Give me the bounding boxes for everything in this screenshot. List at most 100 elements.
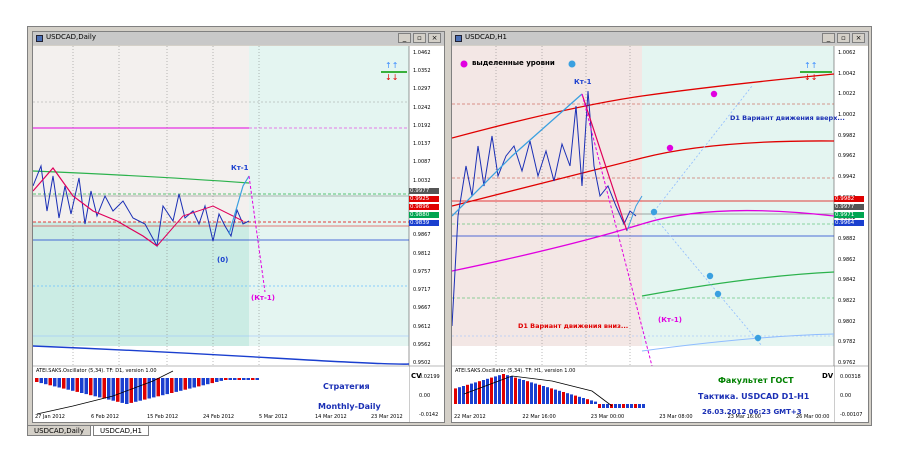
tab-usdcad-daily[interactable]: USDCAD,Daily [27, 425, 91, 436]
oscillator-bar [550, 388, 553, 404]
price-label: 0.9971 [834, 212, 864, 218]
date-tick: 6 Feb 2012 [91, 414, 119, 420]
tab-usdcad-h1[interactable]: USDCAD,H1 [92, 425, 149, 436]
svg-text:↓↓: ↓↓ [804, 73, 817, 82]
chart-window-h1[interactable]: USDCAD,H1 _ ▫ × [451, 31, 869, 423]
oscillator-bar [129, 378, 133, 403]
oscillator-bar [546, 387, 549, 404]
oscillator-bar [188, 378, 192, 389]
oscillator-bar [147, 378, 151, 399]
date-tick: 26 Mar 00:00 [796, 414, 830, 420]
price-tick: 0.9962 [838, 153, 856, 160]
price-tick: 0.9822 [838, 298, 856, 304]
date-tick: 14 Mar 2012 [315, 414, 347, 420]
oscillator-bar [197, 378, 201, 387]
oscillator-bar [237, 378, 241, 380]
date-tick: 22 Mar 16:00 [522, 414, 556, 420]
oscillator-bar [494, 376, 497, 404]
oscillator-bar [490, 377, 493, 404]
oscillator-bar [107, 378, 111, 400]
date-tick: 5 Mar 2012 [259, 414, 288, 420]
oscillator-bar [458, 387, 461, 404]
price-tick: 0.9502 [413, 360, 431, 366]
oscillator-bar [138, 378, 142, 401]
oscillator-bar [62, 378, 66, 389]
restore-button[interactable]: ▫ [837, 33, 850, 43]
window-title: USDCAD,H1 [465, 33, 507, 41]
price-tick: 0.9982 [838, 132, 856, 139]
oscillator-bar [228, 378, 232, 380]
minimize-button[interactable]: _ [822, 33, 835, 43]
oscillator-bar [606, 404, 609, 408]
variant-down-text: D1 Вариант движения вниз... [518, 322, 629, 330]
oscillator-bar [578, 396, 581, 404]
window-titlebar[interactable]: USDCAD,Daily _ ▫ × [33, 32, 444, 45]
oscillator-bar [618, 404, 621, 408]
close-button[interactable]: × [428, 33, 441, 43]
price-tick: 0.9842 [838, 277, 856, 284]
faculty-title: Факультет ГОСТ [718, 376, 794, 385]
price-label: 0.9896 [409, 204, 439, 210]
oscillator-bar [462, 386, 465, 404]
price-chart[interactable]: ↑↑ ↓↓ 1.0062 1.0042 1.0022 1.0002 0.9982 0.99… [451, 46, 868, 422]
price-label-stack: 0.9977 0.9925 0.9896 0.9880 0.9839 [409, 188, 439, 226]
oscillator-bar [89, 378, 93, 396]
oscillator-bar [470, 383, 473, 404]
oscillator-bar [486, 378, 489, 404]
oscillator-bar [454, 388, 457, 404]
price-tick: 0.9812 [413, 250, 431, 257]
variant-up-text: D1 Вариант движения вверх... [730, 114, 845, 122]
label-kt1: Кт-1 [574, 78, 592, 86]
date-tick: 23 Mar 08:00 [659, 414, 693, 420]
price-tick: 0.9667 [413, 305, 431, 312]
oscillator-bar [594, 401, 597, 404]
oscillator-bar [562, 392, 565, 404]
minimize-button[interactable]: _ [398, 33, 411, 43]
oscillator-bar [506, 375, 509, 404]
price-tick: 0.9942 [838, 174, 856, 180]
price-tick: 0.9562 [413, 341, 431, 348]
oscillator-bar [622, 404, 625, 408]
price-tick: 1.0297 [413, 86, 431, 93]
date-axis: 27 Jan 2012 6 Feb 2012 15 Feb 2012 24 Feb 2… [33, 414, 409, 422]
price-label: 0.9977 [834, 204, 864, 210]
date-tick: 15 Feb 2012 [147, 414, 179, 420]
corner-label: DV [822, 372, 834, 380]
oscillator-bar [466, 384, 469, 404]
window-title: USDCAD,Daily [46, 33, 96, 41]
price-chart[interactable]: ↑↑ ↓↓ 1.0462 1.0352 1.0297 1.0242 1.0192 1.01… [32, 46, 444, 422]
label-kt-minus: (Кт-1) [658, 316, 682, 324]
oscillator-bar [582, 398, 585, 404]
svg-text:↓↓: ↓↓ [385, 73, 398, 82]
oscillator-bar [478, 381, 481, 404]
oscillator-bar [554, 389, 557, 404]
price-tick: 0.9762 [838, 360, 856, 366]
oscillator-bar [530, 382, 533, 404]
oscillator-bar [474, 382, 477, 404]
oscillator-bar [586, 399, 589, 404]
oscillator-bar [538, 384, 541, 404]
osc-axis: 0.00318 0.00 -0.00107 [840, 374, 863, 418]
price-tick: 1.0242 [413, 104, 431, 111]
oscillator-bar [71, 378, 75, 391]
date-tick: 23 Mar 2012 [371, 414, 403, 420]
price-tick: 0.9757 [413, 268, 431, 275]
date-stamp: 26.03.2012 06:23 GMT+3 [702, 408, 802, 416]
oscillator-bar [224, 378, 228, 380]
oscillator-bar [246, 378, 250, 380]
oscillator-bar [614, 404, 617, 408]
oscillator-bar [590, 400, 593, 404]
restore-button[interactable]: ▫ [413, 33, 426, 43]
strategy-title: Стратегия [323, 382, 370, 391]
label-kt1: Кт-1 [231, 164, 249, 172]
window-titlebar[interactable]: USDCAD,H1 _ ▫ × [452, 32, 868, 45]
close-button[interactable]: × [852, 33, 865, 43]
oscillator-bar [522, 380, 525, 404]
oscillator-bar [48, 378, 52, 386]
label-kt-minus: (Кт-1) [251, 294, 275, 302]
oscillator-bar [66, 378, 70, 390]
chart-window-daily[interactable]: USDCAD,Daily _ ▫ × [32, 31, 445, 423]
date-axis: 22 Mar 2012 22 Mar 16:00 23 Mar 00:00 23 Ma… [452, 414, 834, 422]
date-tick: 23 Mar 00:00 [590, 414, 625, 420]
oscillator-bar [84, 378, 88, 395]
